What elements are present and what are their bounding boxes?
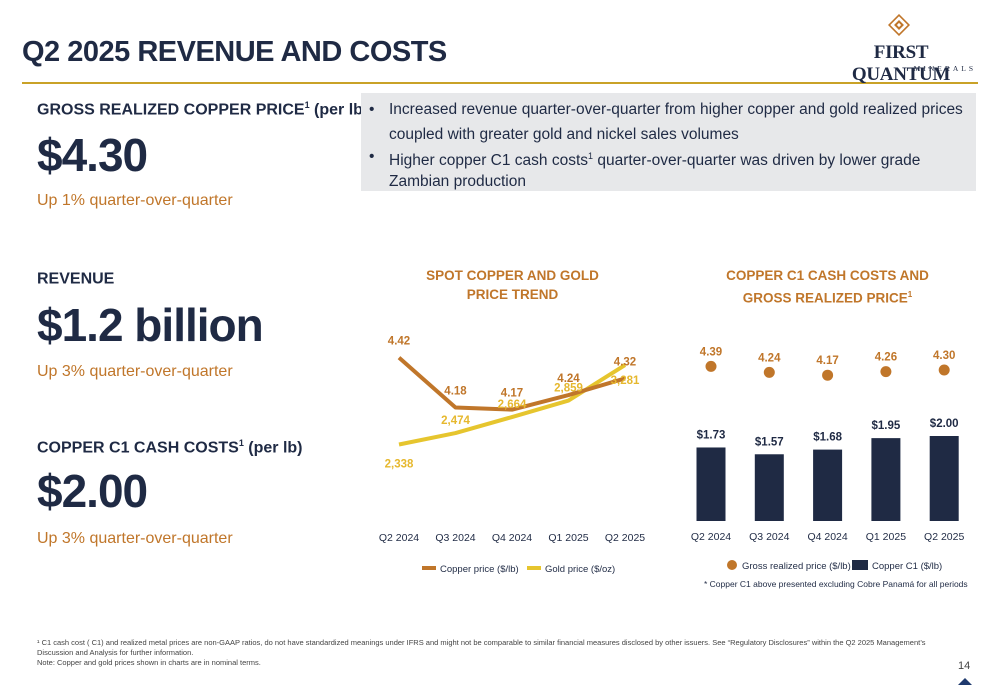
x-tick-label: Q3 2024 (435, 532, 475, 544)
x-tick-label: Q1 2025 (866, 531, 906, 543)
x-tick-label: Q2 2025 (605, 532, 645, 544)
c1-cost-data-label: $1.68 (813, 432, 842, 444)
footnote: ¹ C1 cash cost ( C1) and realized metal … (37, 638, 926, 667)
c1-cost-bar-chart: $1.73 $1.57 $1.68 $1.95 $2.00 4.39 4.24 4.17 4.2… (691, 346, 968, 589)
gold-data-label: 3,281 (611, 375, 640, 387)
gold-data-label: 2,474 (441, 415, 470, 427)
c1-cost-data-label: $1.57 (755, 436, 784, 448)
realized-price-data-label: 4.39 (700, 346, 722, 358)
realized-price-data-label: 4.17 (816, 355, 838, 367)
legend-copper-label: Copper price ($/lb) (440, 564, 519, 575)
spot-price-line-chart: 4.42 4.18 4.17 4.24 4.32 2,338 2,474 2,664 2,859… (379, 336, 645, 575)
legend-bar-label: Copper C1 ($/lb) (872, 561, 942, 572)
realized-price-dot (880, 366, 892, 378)
legend-bar-swatch (852, 560, 868, 570)
copper-price-line (397, 356, 626, 412)
realized-price-data-label: 4.26 (875, 352, 897, 364)
copper-price-value: $4.30 (37, 129, 148, 181)
revenue-label: REVENUE (37, 270, 115, 288)
x-tick-label: Q2 2024 (379, 532, 419, 544)
c1-cost-bar (871, 438, 901, 521)
c1-cost-data-label: $2.00 (930, 418, 959, 430)
x-tick-label: Q2 2024 (691, 531, 731, 543)
c1-cost-label: COPPER C1 CASH COSTS1 (per lb) (37, 438, 303, 457)
diamond-logo-icon (888, 14, 910, 36)
copper-data-label: 4.18 (444, 386, 467, 398)
logo-name: FIRST QUANTUM (851, 42, 951, 85)
copper-data-label: 4.17 (501, 388, 523, 400)
c1-cost-change: Up 3% quarter-over-quarter (37, 530, 233, 547)
x-tick-label: Q4 2024 (492, 532, 532, 544)
x-tick-label: Q1 2025 (548, 532, 588, 544)
x-tick-label: Q3 2024 (749, 531, 789, 543)
highlight-bullet: Increased revenue quarter-over-quarter f… (369, 99, 966, 145)
copper-price-label: GROSS REALIZED COPPER PRICE1 (per lb) (37, 100, 369, 119)
chart-note: * Copper C1 above presented excluding Co… (704, 579, 968, 589)
c1-cost-bar (696, 447, 726, 521)
highlight-bullet: Higher copper C1 cash costs1 quarter-ove… (369, 146, 966, 192)
legend-dot-swatch (727, 560, 737, 570)
c1-cost-bar (754, 454, 784, 521)
gold-data-label: 2,859 (554, 383, 583, 395)
x-tick-label: Q4 2024 (807, 531, 847, 543)
logo-subtitle: MINERALS (913, 64, 976, 73)
copper-data-label: 4.32 (614, 356, 636, 368)
c1-cost-data-label: $1.73 (697, 429, 726, 441)
realized-price-dot (938, 364, 950, 376)
realized-price-dot (705, 360, 717, 372)
realized-price-data-label: 4.30 (933, 350, 955, 362)
c1-cost-bar (813, 449, 843, 521)
legend-gold-label: Gold price ($/oz) (545, 564, 615, 575)
title-divider (22, 82, 978, 84)
company-logo: FIRST QUANTUM MINERALS (826, 14, 976, 85)
legend-dot-label: Gross realized price ($/lb) (742, 561, 851, 572)
realized-price-dot (763, 366, 775, 378)
c1-cost-data-label: $1.95 (872, 420, 901, 432)
revenue-value: $1.2 billion (37, 299, 264, 351)
page-title: Q2 2025 REVENUE AND COSTS (22, 36, 447, 68)
copper-price-change: Up 1% quarter-over-quarter (37, 192, 233, 209)
copper-data-label: 4.24 (557, 373, 580, 385)
line-chart-title: SPOT COPPER AND GOLD PRICE TREND (426, 268, 599, 302)
gold-data-label: 2,664 (498, 399, 527, 411)
revenue-change: Up 3% quarter-over-quarter (37, 363, 233, 380)
x-tick-label: Q2 2025 (924, 531, 964, 543)
nav-triangle-icon[interactable] (958, 678, 972, 685)
copper-data-label: 4.42 (388, 336, 410, 348)
realized-price-dot (822, 369, 834, 381)
bar-chart-title: COPPER C1 CASH COSTS AND GROSS REALIZED … (726, 268, 929, 306)
gold-data-label: 2,338 (385, 459, 414, 471)
c1-cost-value: $2.00 (37, 465, 148, 517)
realized-price-data-label: 4.24 (758, 352, 781, 364)
highlights-panel: Increased revenue quarter-over-quarter f… (361, 93, 976, 191)
page-number: 14 (958, 660, 971, 672)
c1-cost-bar (929, 436, 959, 521)
